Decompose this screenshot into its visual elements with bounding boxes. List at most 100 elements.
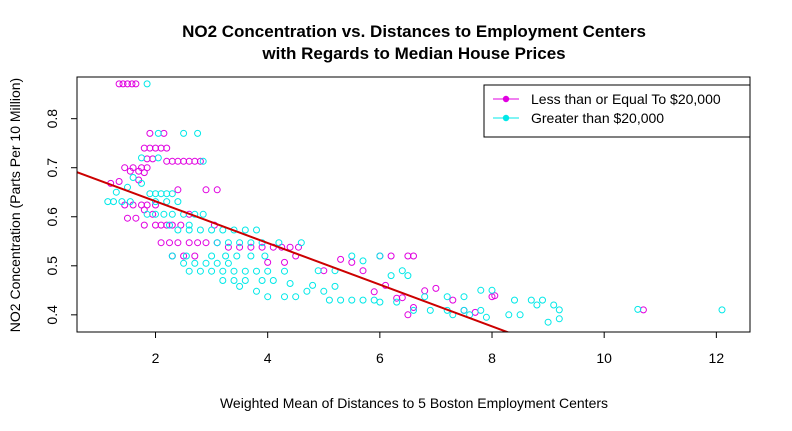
data-point-low bbox=[398, 294, 406, 302]
data-point-high bbox=[222, 252, 230, 260]
data-point-low bbox=[140, 221, 148, 229]
data-point-high bbox=[196, 226, 204, 234]
data-point-high bbox=[174, 198, 182, 206]
data-point-low bbox=[370, 288, 378, 296]
legend: Less than or Equal To $20,000 Greater th… bbox=[483, 84, 751, 138]
data-point-low bbox=[281, 258, 288, 266]
data-point-low bbox=[639, 306, 647, 314]
data-point-high bbox=[253, 287, 260, 295]
data-point-high bbox=[393, 298, 401, 306]
data-point-high bbox=[348, 252, 356, 260]
data-point-high bbox=[199, 210, 207, 218]
regression-layer bbox=[77, 171, 511, 332]
data-point-low bbox=[348, 258, 356, 266]
data-point-high bbox=[337, 296, 345, 304]
data-point-high bbox=[281, 267, 288, 275]
data-point-high bbox=[292, 293, 300, 301]
data-point-high bbox=[104, 198, 112, 206]
data-point-high bbox=[264, 267, 272, 275]
data-point-low bbox=[432, 284, 440, 292]
data-point-high bbox=[160, 210, 168, 218]
y-tick-label: 0.6 bbox=[44, 207, 60, 227]
data-point-high bbox=[477, 306, 485, 314]
data-point-high bbox=[286, 280, 294, 287]
data-point-low bbox=[166, 239, 173, 247]
x-tick-label: 10 bbox=[596, 350, 612, 366]
data-point-high bbox=[110, 198, 117, 206]
data-point-high bbox=[168, 252, 176, 260]
data-point-high bbox=[247, 239, 255, 247]
data-point-low bbox=[236, 243, 244, 251]
data-point-high bbox=[376, 252, 384, 260]
data-point-high bbox=[555, 315, 563, 323]
data-point-high bbox=[241, 226, 249, 234]
data-point-high bbox=[253, 226, 260, 234]
data-point-high bbox=[138, 154, 145, 162]
data-point-low bbox=[132, 80, 140, 88]
data-point-low bbox=[119, 80, 127, 88]
data-point-high bbox=[718, 306, 726, 314]
y-axis: 0.4 0.5 0.6 0.7 0.8 bbox=[44, 109, 77, 325]
data-point-low bbox=[491, 292, 499, 300]
data-point-low bbox=[146, 129, 154, 137]
data-point-high bbox=[247, 252, 255, 260]
data-point-high bbox=[185, 267, 193, 275]
x-tick-label: 2 bbox=[152, 350, 160, 366]
data-point-high bbox=[550, 301, 558, 309]
data-point-high bbox=[443, 293, 451, 301]
data-point-high bbox=[544, 318, 552, 326]
data-point-high bbox=[194, 129, 202, 137]
data-point-low bbox=[295, 243, 302, 251]
data-point-high bbox=[219, 267, 227, 275]
data-point-high bbox=[185, 226, 193, 234]
data-point-low bbox=[286, 243, 294, 251]
y-tick-label: 0.8 bbox=[44, 109, 60, 129]
data-point-high bbox=[421, 293, 429, 301]
data-point-high bbox=[320, 287, 328, 295]
data-point-high bbox=[154, 154, 162, 162]
data-point-low bbox=[410, 304, 417, 311]
data-point-high bbox=[241, 267, 249, 275]
data-point-low bbox=[132, 214, 140, 222]
data-point-low bbox=[404, 311, 412, 319]
y-axis-label: NO2 Concentration (Parts Per 10 Million) bbox=[7, 78, 23, 332]
data-point-high bbox=[505, 311, 513, 319]
y-tick-label: 0.4 bbox=[44, 305, 60, 325]
data-point-high bbox=[236, 282, 244, 290]
y-tick-label: 0.7 bbox=[44, 158, 60, 178]
data-point-high bbox=[129, 174, 137, 181]
data-point-high bbox=[634, 305, 642, 313]
data-point-low bbox=[387, 252, 395, 260]
legend-marker-low bbox=[502, 95, 510, 103]
data-point-high bbox=[213, 259, 221, 267]
data-point-low bbox=[224, 243, 232, 251]
data-point-low bbox=[124, 80, 131, 88]
data-point-high bbox=[196, 267, 204, 275]
data-point-low bbox=[247, 243, 255, 251]
data-point-high bbox=[460, 306, 468, 314]
data-point-high bbox=[168, 210, 176, 218]
data-point-low bbox=[185, 239, 193, 247]
y-tick-label: 0.5 bbox=[44, 256, 60, 276]
data-point-low bbox=[213, 186, 221, 194]
chart-title-line-1: NO2 Concentration vs. Distances to Emplo… bbox=[182, 22, 646, 41]
data-point-high bbox=[224, 259, 232, 267]
data-point-high bbox=[269, 277, 277, 284]
data-point-high bbox=[359, 257, 367, 265]
data-point-high bbox=[297, 239, 305, 247]
data-point-high bbox=[143, 210, 151, 218]
data-point-low bbox=[124, 214, 131, 222]
data-point-high bbox=[404, 272, 412, 280]
data-point-high bbox=[138, 179, 145, 187]
data-point-high bbox=[261, 252, 269, 260]
data-point-high bbox=[555, 306, 563, 314]
data-point-low bbox=[115, 80, 123, 88]
data-point-low bbox=[471, 308, 479, 316]
data-point-high bbox=[182, 252, 190, 260]
chart-title-line-2: with Regards to Median House Prices bbox=[261, 44, 565, 63]
data-point-low bbox=[196, 157, 204, 165]
data-point-high bbox=[477, 286, 485, 294]
data-point-low bbox=[121, 164, 129, 172]
points-layer bbox=[104, 80, 726, 326]
